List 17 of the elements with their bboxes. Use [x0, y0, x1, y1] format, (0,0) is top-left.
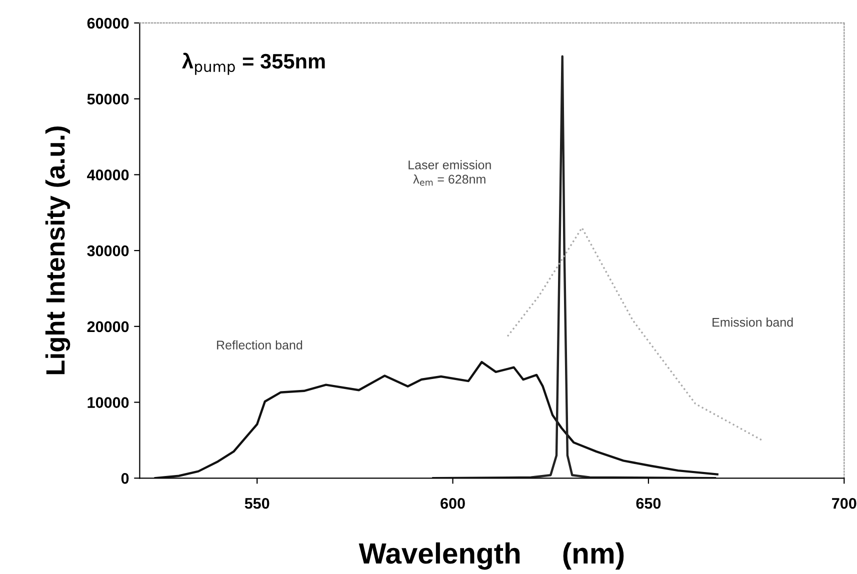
x-tick-label: 600 [440, 498, 465, 509]
y-tick-label: 20000 [87, 321, 129, 332]
annotation: Emission band [712, 318, 793, 327]
y-tick-label: 50000 [87, 94, 129, 105]
annotation: Reflection band [217, 340, 302, 350]
y-tick-label: 0 [121, 473, 129, 484]
annotation: Laser emission λ$_{em}$ = 628nm [408, 160, 491, 186]
x-tick-label: 700 [832, 498, 856, 509]
y-tick-label: 60000 [87, 18, 129, 29]
x-axis-title: Wavelength (nm) [358, 542, 624, 570]
annotation: λ$_{pump}$ = 355nm [182, 52, 325, 75]
y-axis-title: Light Intensity (a.u.) [45, 126, 70, 374]
y-tick-label: 40000 [87, 170, 129, 180]
y-tick-label: 30000 [87, 245, 129, 256]
x-tick-label: 650 [636, 498, 661, 509]
x-tick-label: 550 [244, 498, 270, 509]
y-tick-label: 10000 [88, 397, 129, 408]
